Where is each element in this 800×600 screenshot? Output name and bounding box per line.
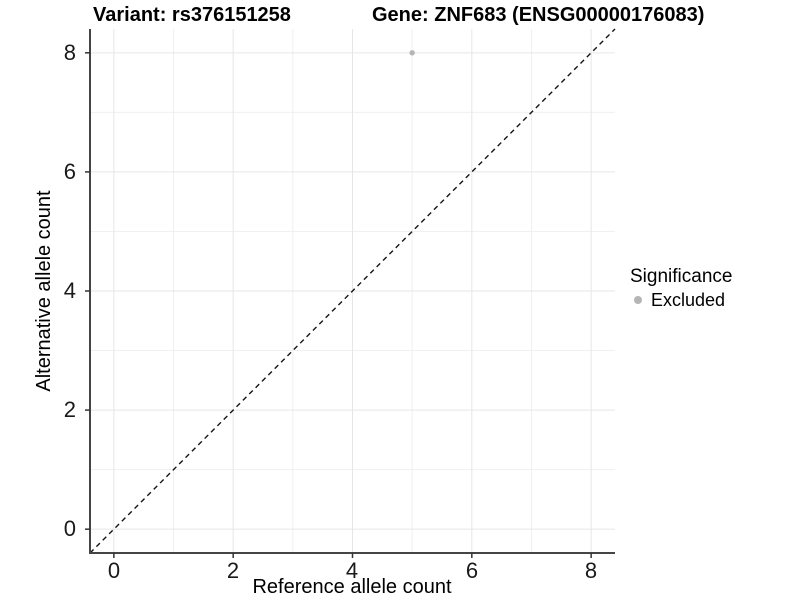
y-tick-label: 6 [63,159,76,184]
plot-title-variant: Variant: rs376151258 [93,4,291,26]
x-tick-label: 2 [226,558,240,583]
legend-key-dot-icon [634,296,642,304]
legend-title: Significance [630,266,733,287]
data-point [409,50,415,56]
x-tick-label: 8 [584,558,598,583]
y-tick-label: 4 [63,278,76,303]
x-axis-title: Reference allele count [252,576,452,598]
y-tick-label: 8 [63,40,76,65]
x-tick-label: 4 [345,558,359,583]
plot-title-gene: Gene: ZNF683 (ENSG00000176083) [372,4,705,26]
y-axis-title: Alternative allele count [33,190,55,392]
legend: Significance Excluded [630,266,732,311]
legend-item-excluded: Excluded [630,289,732,311]
legend-item-label: Excluded [651,290,726,310]
y-tick-label: 2 [63,397,76,422]
x-tick-label: 0 [107,558,121,583]
x-tick-label: 6 [465,558,479,583]
y-tick-label: 0 [63,516,76,541]
identity-line [89,28,616,554]
